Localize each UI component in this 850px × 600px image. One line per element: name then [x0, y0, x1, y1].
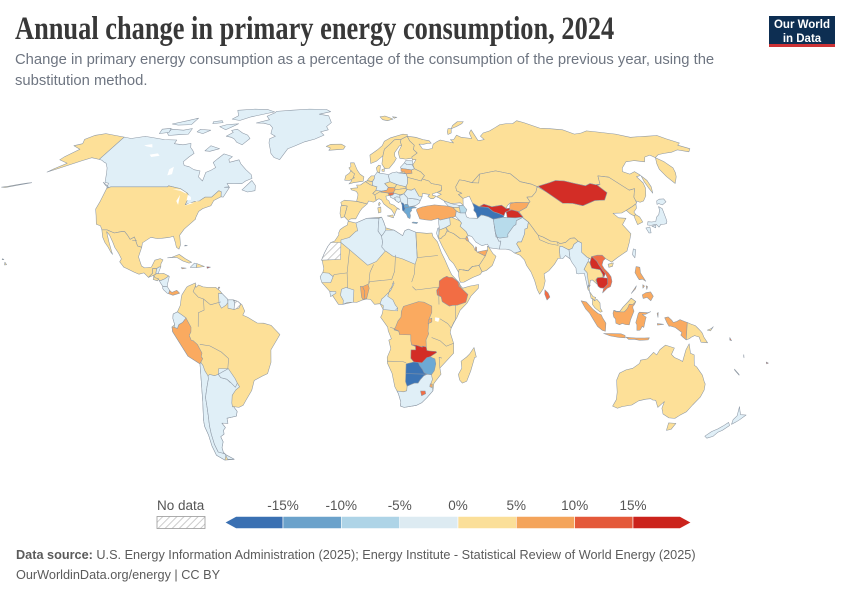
svg-text:5%: 5% [507, 498, 527, 513]
svg-text:10%: 10% [561, 498, 588, 513]
svg-text:No data: No data [157, 498, 205, 513]
svg-text:-15%: -15% [267, 498, 299, 513]
svg-text:-10%: -10% [326, 498, 358, 513]
svg-text:-5%: -5% [388, 498, 412, 513]
svg-text:0%: 0% [448, 498, 468, 513]
svg-text:15%: 15% [619, 498, 646, 513]
